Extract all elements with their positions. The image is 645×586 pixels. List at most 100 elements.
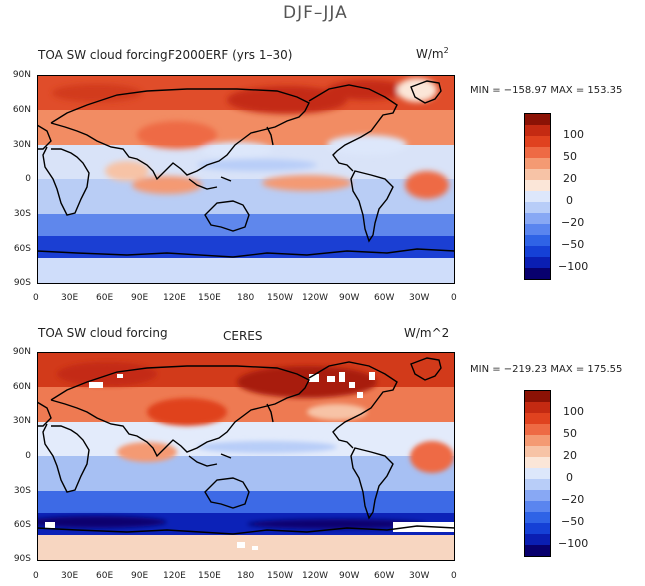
panel1-lon-label: 120E [163,293,186,303]
panel2-title-center: CERES [223,329,263,343]
panel1-lat-label: 30S [13,209,31,219]
panel1-title-center: F2000ERF (yrs 1–30) [168,48,293,62]
panel1-colorbar [524,113,551,280]
panel1-colorbar-tick: −20 [561,216,585,229]
panel2-stats: MIN = −219.23 MAX = 175.55 [470,364,623,375]
panel2-band-70S-90S [37,535,455,561]
panel2-colorbar-tick: 20 [563,449,577,462]
colorbar-swatch [525,523,550,534]
panel1-units-text: W/m [416,47,444,61]
panel1-lon-label: 60W [374,293,395,303]
panel2-lon-label: 90W [339,571,360,581]
colorbar-swatch [525,534,550,545]
colorbar-swatch [525,158,550,169]
panel2-title-left: TOA SW cloud forcing [38,326,168,340]
panel2-lon-label: 60E [96,571,114,581]
colorbar-swatch [525,235,550,246]
page-title: DJF–JJA [283,3,348,23]
panel1-map [37,75,455,284]
panel1-units: W/m2 [416,46,449,61]
panel1-coastlines [37,80,455,258]
panel1-lon-label: 0 [33,293,39,303]
panel1-units-sup: 2 [443,46,449,55]
panel1-field-anomalies [52,78,449,199]
panel1-lat-label: 60S [13,244,31,254]
panel2-colorbar-tick: −50 [561,515,585,528]
panel2-colorbar-tick: 50 [563,427,577,440]
panel2-lat-label: 60S [13,520,31,530]
colorbar-swatch [525,224,550,235]
panel1-band-0-30S [37,179,455,214]
panel1-lon-label: 150E [198,293,221,303]
colorbar-swatch [525,147,550,158]
colorbar-swatch [525,424,550,435]
panel2-coastlines [37,357,455,535]
colorbar-swatch [525,169,550,180]
panel2-map [37,352,455,561]
colorbar-swatch [525,490,550,501]
colorbar-swatch [525,545,550,556]
colorbar-swatch [525,114,550,125]
panel1-title-left: TOA SW cloud forcing [38,48,168,62]
colorbar-swatch [525,457,550,468]
panel1-lon-label: 0 [451,293,457,303]
panel2-lon-label: 0 [33,571,39,581]
colorbar-swatch [525,402,550,413]
panel1-lon-label: 150W [267,293,294,303]
panel2-units: W/m^2 [404,326,449,340]
panel2-colorbar [524,390,551,557]
colorbar-swatch [525,213,550,224]
panel2-lon-label: 0 [451,571,457,581]
panel2-colorbar-tick: 0 [566,471,573,484]
panel1-lon-label: 120W [302,293,329,303]
colorbar-swatch [525,468,550,479]
colorbar-swatch [525,180,550,191]
panel2-frame [37,352,455,561]
panel1-lon-label: 30W [409,293,430,303]
panel2-lon-label: 120E [163,571,186,581]
panel1-colorbar-tick: 50 [563,150,577,163]
panel1-lat-label: 0 [25,174,31,184]
panel2-lat-label: 90S [13,554,31,564]
panel2-colorbar-tick: −100 [558,537,589,550]
panel1-band-70S-90S [37,258,455,284]
colorbar-swatch [525,136,550,147]
panel1-frame [37,75,455,284]
panel1-lat-label: 90S [13,278,31,288]
panel2-colorbar-tick: −20 [561,493,585,506]
colorbar-swatch [525,202,550,213]
panel1-colorbar-tick: −50 [561,238,585,251]
panel1-band-50S-70S [37,236,455,258]
panel1-colorbar-tick: 20 [563,172,577,185]
panel2-colorbar-tick: 100 [563,405,584,418]
panel1-lon-label: 60E [96,293,114,303]
panel1-lon-label: 90W [339,293,360,303]
panel2-lon-label: 30W [409,571,430,581]
panel1-lat-label: 90N [12,70,31,80]
colorbar-swatch [525,191,550,202]
panel1-lon-label: 180 [237,293,255,303]
panel2-lat-label: 30N [12,416,31,426]
colorbar-swatch [525,268,550,279]
panel1-colorbar-tick: −100 [558,260,589,273]
panel1-lat-label: 60N [12,105,31,115]
panel1-lat-label: 30N [12,140,31,150]
panel2-lon-label: 150W [267,571,294,581]
colorbar-swatch [525,125,550,136]
colorbar-swatch [525,446,550,457]
panel2-lon-label: 30E [61,571,79,581]
colorbar-swatch [525,479,550,490]
panel2-lon-label: 120W [302,571,329,581]
panel1-lon-label: 90E [131,293,149,303]
colorbar-swatch [525,391,550,402]
colorbar-swatch [525,413,550,424]
colorbar-swatch [525,257,550,268]
colorbar-swatch [525,501,550,512]
colorbar-swatch [525,435,550,446]
panel2-lon-label: 150E [198,571,221,581]
panel2-lon-label: 180 [237,571,255,581]
panel2-band-0-30S [37,456,455,491]
colorbar-swatch [525,246,550,257]
panel2-lat-label: 60N [12,382,31,392]
panel2-units-text: W/m^2 [404,326,450,340]
